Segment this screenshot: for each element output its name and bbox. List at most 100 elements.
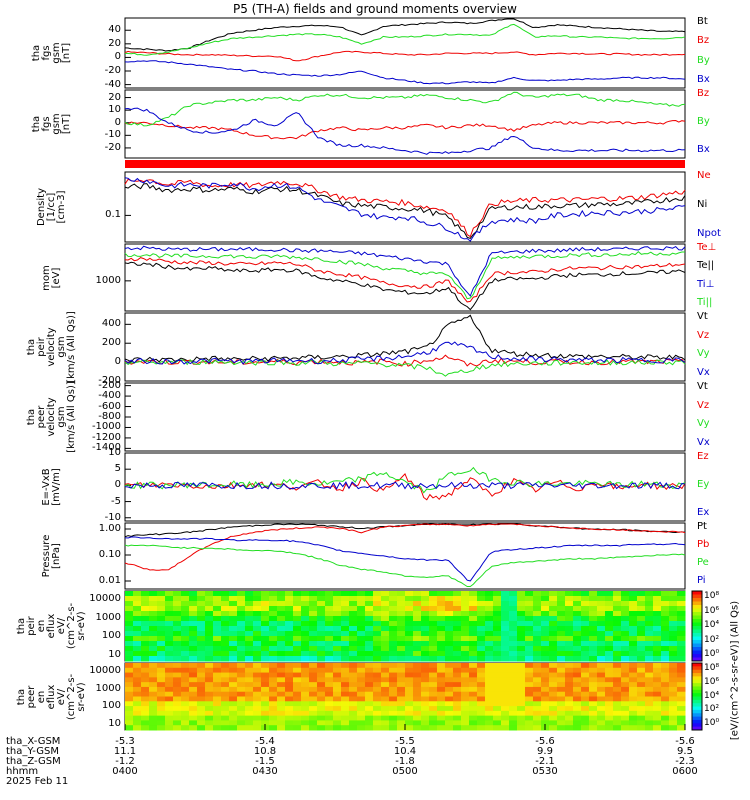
ytick-p9-3: 10: [108, 649, 121, 660]
spec-cell-p10: [285, 667, 294, 674]
spec-cell-p9: [581, 651, 590, 657]
spec-cell-p9: [157, 591, 166, 597]
spec-cell-p9: [629, 656, 638, 662]
spec-cell-p9: [613, 641, 622, 647]
spec-cell-p9: [637, 611, 646, 617]
spec-cell-p10: [581, 725, 590, 731]
spec-cell-p10: [141, 691, 150, 697]
legend-p8-Pt: Pt: [697, 521, 707, 532]
spec-cell-p9: [653, 656, 662, 662]
spec-cell-p9: [589, 656, 598, 662]
spec-cell-p10: [469, 706, 478, 712]
spec-cell-p9: [333, 616, 342, 622]
spec-cell-p10: [397, 720, 406, 726]
spec-cell-p9: [373, 596, 382, 602]
spec-cell-p10: [581, 667, 590, 674]
spec-cell-p9: [261, 601, 270, 607]
spec-cell-p10: [141, 710, 150, 717]
spec-cell-p10: [637, 677, 646, 683]
spec-cell-p9: [445, 646, 454, 652]
spec-cell-p10: [581, 715, 590, 721]
spec-cell-p9: [517, 606, 526, 612]
legend-p1-Bt: Bt: [697, 16, 708, 27]
spec-cell-p9: [157, 626, 166, 632]
series-p5-Vx: [124, 341, 686, 365]
spec-cell-p10: [445, 677, 454, 683]
spec-cell-p10: [253, 667, 262, 674]
spec-cell-p9: [189, 656, 198, 662]
spec-cell-p10: [469, 677, 478, 683]
spec-cell-p9: [381, 606, 390, 612]
spec-cell-p10: [613, 691, 622, 697]
spec-cell-p10: [565, 696, 574, 702]
spec-cell-p9: [389, 641, 398, 647]
spec-cell-p10: [461, 686, 470, 693]
spec-cell-p10: [581, 686, 590, 693]
spec-cell-p9: [437, 656, 446, 662]
spec-cell-p9: [261, 631, 270, 637]
spec-cell-p10: [509, 672, 518, 678]
ytick-p1-4: -40: [104, 78, 121, 90]
spec-cell-p9: [149, 606, 158, 612]
spec-cell-p9: [365, 631, 374, 637]
spec-cell-p9: [293, 606, 302, 612]
spec-cell-p10: [413, 677, 422, 683]
spec-cell-p9: [149, 616, 158, 622]
ytick-p1-0: 40: [108, 24, 121, 36]
xaxis-value-2-3: -2.1: [535, 756, 555, 767]
spec-cell-p9: [269, 631, 278, 637]
spec-cell-p9: [429, 636, 438, 642]
spec-cell-p9: [653, 631, 662, 637]
spec-cell-p9: [605, 621, 614, 627]
spec-cell-p9: [557, 611, 566, 617]
spec-cell-p10: [517, 667, 526, 674]
spec-cell-p9: [637, 621, 646, 627]
spec-cell-p10: [541, 701, 550, 707]
spec-cell-p10: [501, 667, 510, 674]
spec-cell-p10: [261, 663, 270, 669]
spec-cell-p9: [461, 636, 470, 642]
spec-cell-p9: [621, 646, 630, 652]
spec-cell-p10: [597, 715, 606, 721]
spec-cell-p9: [661, 616, 670, 622]
spec-cell-p10: [549, 706, 558, 712]
spec-cell-p10: [149, 686, 158, 693]
spec-cell-p10: [269, 725, 278, 731]
spec-cell-p9: [453, 611, 462, 617]
spec-cell-p10: [349, 663, 358, 669]
spec-cell-p10: [141, 682, 150, 688]
spec-cell-p9: [469, 616, 478, 622]
spec-cell-p9: [557, 596, 566, 602]
spec-cell-p9: [549, 626, 558, 632]
spec-cell-p10: [501, 682, 510, 688]
spec-cell-p10: [429, 696, 438, 702]
panel-frame-p3: [124, 171, 686, 243]
spec-cell-p10: [189, 691, 198, 697]
colorbar-tick-lower-1: 10⁶: [704, 676, 720, 687]
series-p8-Pt: [124, 523, 686, 538]
spec-cell-p9: [509, 601, 518, 607]
spec-cell-p10: [421, 715, 430, 721]
spec-cell-p9: [637, 641, 646, 647]
spec-cell-p9: [677, 656, 686, 662]
spec-cell-p9: [501, 636, 510, 642]
spec-cell-p10: [389, 706, 398, 712]
colorbar-cell-lower: [692, 706, 702, 711]
colorbar-cell-lower: [692, 726, 702, 731]
spec-cell-p9: [573, 601, 582, 607]
legend-p4-Te⊥: Te⊥: [697, 242, 717, 253]
spec-cell-p10: [317, 682, 326, 688]
spec-cell-p9: [429, 591, 438, 597]
spec-cell-p9: [581, 616, 590, 622]
spec-cell-p10: [517, 710, 526, 717]
spec-cell-p9: [229, 626, 238, 632]
spec-cell-p10: [581, 720, 590, 726]
spec-cell-p9: [269, 601, 278, 607]
spec-cell-p9: [501, 591, 510, 597]
spec-cell-p10: [245, 682, 254, 688]
spec-cell-p9: [181, 591, 190, 597]
spec-cell-p10: [437, 663, 446, 669]
ylabel-p8: Pressure [nPa]: [41, 534, 62, 578]
spec-cell-p9: [581, 631, 590, 637]
spec-cell-p9: [621, 611, 630, 617]
